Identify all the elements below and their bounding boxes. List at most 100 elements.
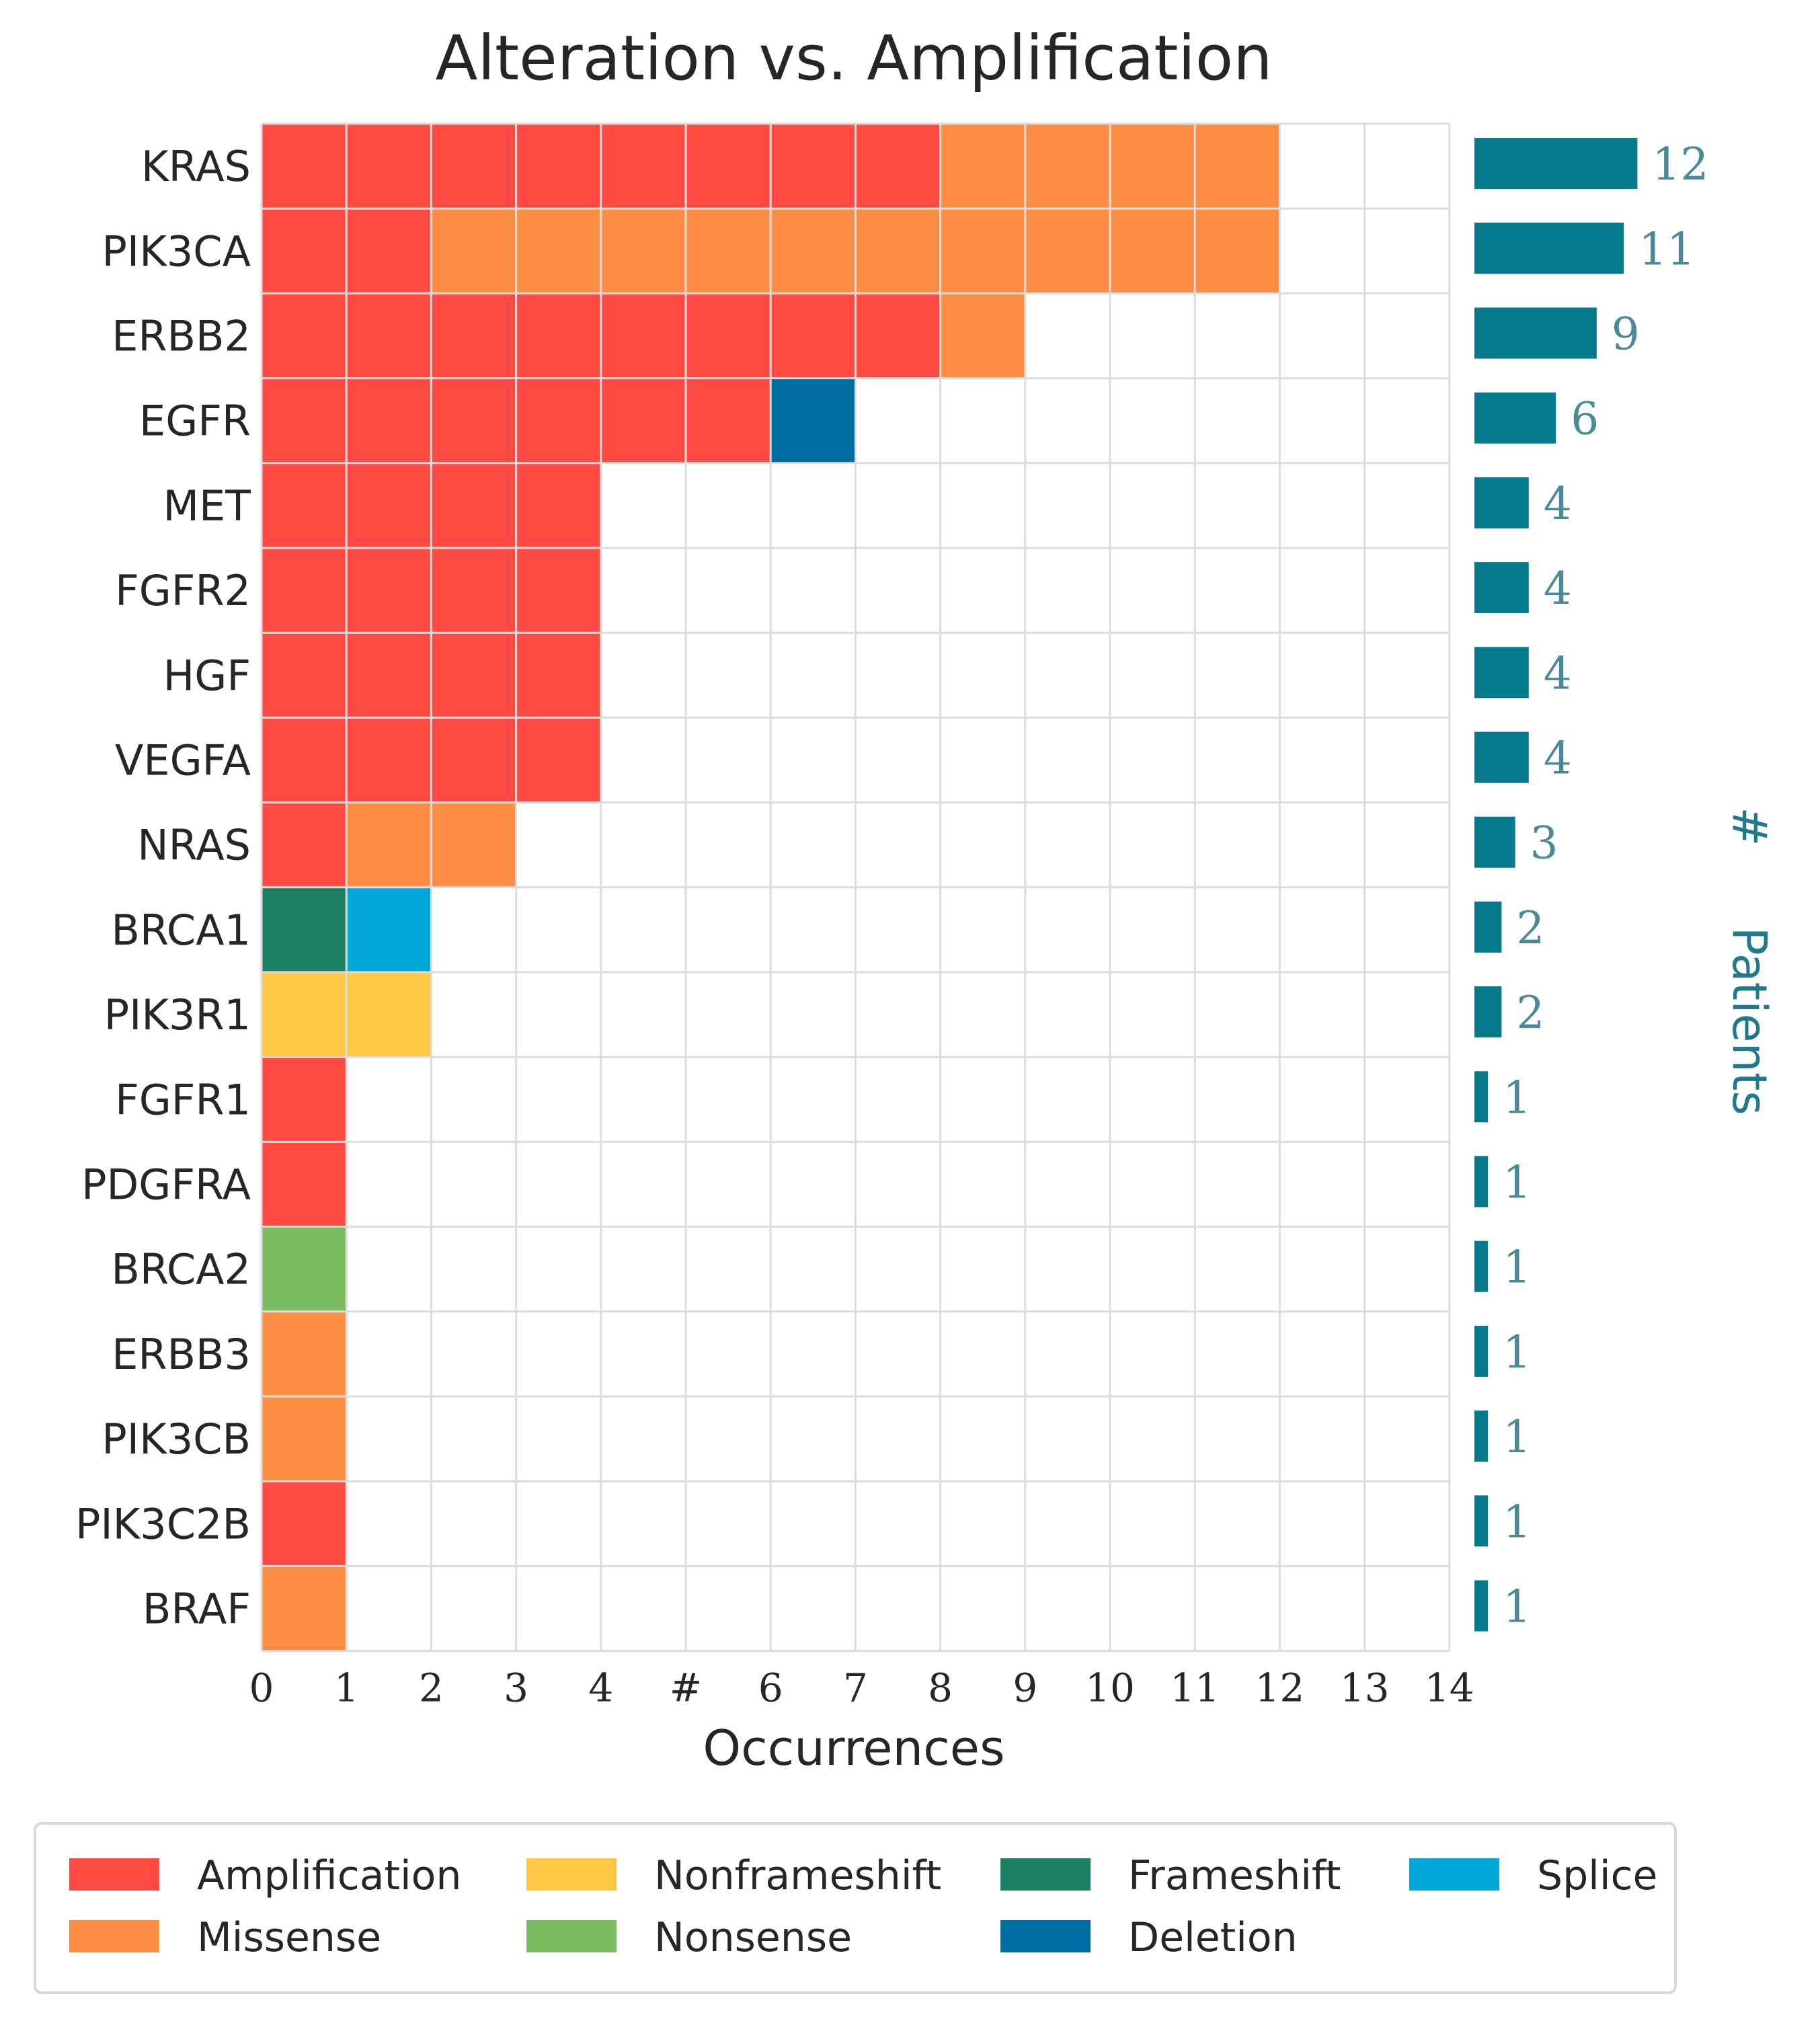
heatmap-cell xyxy=(262,1057,347,1142)
gene-label: PIK3R1 xyxy=(104,990,251,1039)
patients-bar xyxy=(1474,1325,1489,1377)
heatmap-cell xyxy=(346,378,432,463)
patients-axis-label: # Patients xyxy=(1722,807,1777,1115)
patients-value-label: 1 xyxy=(1503,1411,1531,1463)
heatmap-cell xyxy=(940,208,1025,294)
heatmap-cell xyxy=(346,802,432,887)
gene-labels: KRAS PIK3CA ERBB2 EGFR MET FGFR2 HGF VEGFA NRAS B… xyxy=(75,142,251,1633)
x-tick-label: 12 xyxy=(1255,1665,1304,1711)
patients-bar xyxy=(1474,816,1515,868)
gene-label: HGF xyxy=(163,651,251,700)
gene-label: KRAS xyxy=(141,142,251,191)
gene-label: BRAF xyxy=(143,1585,251,1634)
patients-value-label: 4 xyxy=(1544,733,1572,785)
heatmap-cell xyxy=(1110,124,1195,209)
x-tick-label: 3 xyxy=(504,1665,528,1711)
gene-label: BRCA2 xyxy=(111,1245,251,1294)
legend-swatch xyxy=(1000,1920,1091,1952)
heatmap-cell xyxy=(262,124,347,209)
heatmap-cell xyxy=(770,124,856,209)
patients-bar xyxy=(1474,392,1556,444)
legend-swatch xyxy=(526,1858,617,1891)
heatmap-cell xyxy=(346,124,432,209)
gene-label: FGFR1 xyxy=(115,1075,251,1124)
heatmap-cell xyxy=(262,1311,347,1396)
heatmap-cell xyxy=(262,208,347,294)
patients-axis-word: Patients xyxy=(1722,927,1777,1115)
patients-bar xyxy=(1474,1580,1489,1632)
patients-bar xyxy=(1474,1495,1489,1547)
heatmap-cell xyxy=(346,633,432,718)
heatmap-cell xyxy=(770,378,856,463)
heatmap-cell xyxy=(431,208,516,294)
heatmap-cell xyxy=(346,717,432,803)
patients-value-label: 2 xyxy=(1516,902,1544,954)
patients-bar xyxy=(1474,477,1529,528)
patients-value-label: 1 xyxy=(1503,1496,1531,1548)
patients-value-label: 1 xyxy=(1503,1072,1531,1123)
patients-value-label: 6 xyxy=(1571,393,1599,445)
heatmap-cell xyxy=(516,463,601,548)
heatmap-cell xyxy=(262,378,347,463)
legend-swatch xyxy=(1000,1858,1091,1891)
x-tick-label: 11 xyxy=(1170,1665,1220,1711)
heatmap-cell xyxy=(1110,208,1195,294)
heatmap-cell xyxy=(431,378,516,463)
heatmap-cell xyxy=(431,633,516,718)
legend-item: Missense xyxy=(69,1914,381,1961)
heatmap-cell xyxy=(855,208,941,294)
patients-bar xyxy=(1474,1240,1489,1292)
patients-value-label: 2 xyxy=(1516,987,1544,1039)
patients-value-label: 1 xyxy=(1503,1581,1531,1633)
patients-value-label: 4 xyxy=(1544,563,1572,614)
legend-swatch xyxy=(1409,1858,1499,1891)
gene-label: PIK3C2B xyxy=(75,1499,251,1548)
x-tick-label: 0 xyxy=(249,1665,274,1711)
gene-label: PDGFRA xyxy=(81,1160,251,1209)
heatmap-cell xyxy=(1195,208,1280,294)
legend-label: Deletion xyxy=(1128,1914,1298,1961)
heatmap-cell xyxy=(262,1226,347,1312)
patients-bar xyxy=(1474,986,1502,1038)
heatmap-cell xyxy=(1025,124,1110,209)
heatmap-cell xyxy=(262,887,347,972)
patients-bar xyxy=(1474,562,1529,614)
heatmap-cell xyxy=(855,293,941,379)
heatmap-cell xyxy=(346,548,432,633)
heatmap-cell xyxy=(431,293,516,379)
patients-value-label: 9 xyxy=(1612,309,1640,360)
legend-item: Splice xyxy=(1409,1852,1657,1899)
heatmap-cell xyxy=(516,293,601,379)
legend-item: Nonframeshift xyxy=(526,1852,941,1899)
gene-label: NRAS xyxy=(137,821,251,870)
heatmap-grid xyxy=(260,122,1451,1653)
heatmap-cell xyxy=(262,463,347,548)
heatmap-cell xyxy=(516,717,601,803)
legend-label: Missense xyxy=(197,1914,381,1961)
gene-label: FGFR2 xyxy=(115,566,251,615)
heatmap-cell xyxy=(262,802,347,887)
heatmap-cell xyxy=(940,293,1025,379)
patients-bar xyxy=(1474,647,1529,699)
heatmap-cell xyxy=(346,887,432,972)
heatmap-cell xyxy=(770,293,856,379)
patients-value-label: 12 xyxy=(1652,138,1708,190)
heatmap-cell xyxy=(600,378,686,463)
heatmap-cell xyxy=(346,972,432,1058)
heatmap-cell xyxy=(516,633,601,718)
heatmap-cell xyxy=(262,548,347,633)
legend-label: Frameshift xyxy=(1128,1852,1341,1899)
heatmap-cell xyxy=(431,717,516,803)
x-tick-label: 6 xyxy=(758,1665,783,1711)
patients-bar xyxy=(1474,223,1624,274)
patients-value-label: 11 xyxy=(1638,223,1695,275)
heatmap-cell xyxy=(600,293,686,379)
gene-label: BRCA1 xyxy=(111,906,251,955)
x-tick-label: 10 xyxy=(1085,1665,1135,1711)
heatmap-cell xyxy=(262,717,347,803)
patients-bar xyxy=(1474,731,1529,783)
patients-axis-title: # Patients xyxy=(1722,807,1777,1115)
heatmap-cell xyxy=(431,124,516,209)
heatmap-cell xyxy=(686,208,771,294)
heatmap-cell xyxy=(516,208,601,294)
